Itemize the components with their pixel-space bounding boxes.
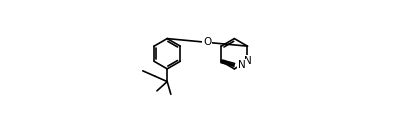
Text: O: O [203,37,211,47]
Text: N: N [244,56,252,66]
Text: N: N [238,60,245,70]
